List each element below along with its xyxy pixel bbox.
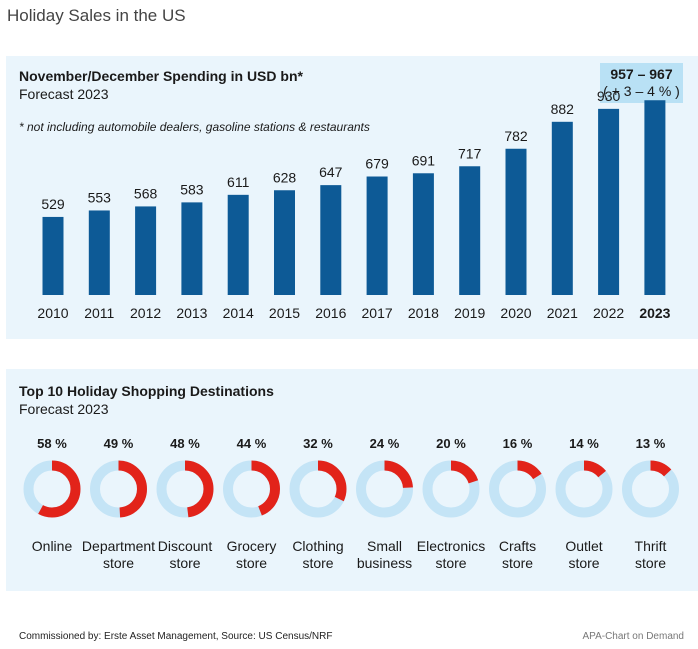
donut-value-label: 14 % <box>569 436 599 451</box>
donut-category-label: store <box>502 555 533 571</box>
bar-value-label: 583 <box>180 181 204 197</box>
donut-segment <box>90 460 147 518</box>
donut-segment <box>356 460 413 518</box>
donut-value-label: 48 % <box>170 436 200 451</box>
x-tick-label: 2015 <box>269 305 300 321</box>
donut-category-label: Thrift <box>635 538 667 554</box>
donut-category-label: Outlet <box>565 538 602 554</box>
x-tick-label: 2013 <box>176 305 207 321</box>
donut-segment <box>422 460 480 518</box>
donut-segment <box>555 460 613 518</box>
donut-category-label: Discount <box>158 538 213 554</box>
donut-category-label: Grocery <box>227 538 277 554</box>
bar-2014 <box>227 194 249 295</box>
donut-category-label: store <box>435 555 466 571</box>
donut-category-label: store <box>236 555 267 571</box>
donut-category-label: store <box>103 555 134 571</box>
bar-value-label: 553 <box>88 189 112 205</box>
bar-2023 <box>644 100 666 295</box>
bar-value-label: 717 <box>458 145 482 161</box>
donut-category-label: Electronics <box>417 538 485 554</box>
chart-credit: APA-Chart on Demand <box>582 631 684 642</box>
donut-category-label: store <box>635 555 666 571</box>
bar-2018 <box>412 173 434 295</box>
x-tick-label: 2011 <box>84 305 114 321</box>
donut-value-label: 13 % <box>636 436 666 451</box>
donut-value-label: 24 % <box>370 436 400 451</box>
donut-value-label: 44 % <box>237 436 267 451</box>
donut-category-label: Crafts <box>499 538 536 554</box>
donut-category-label: store <box>568 555 599 571</box>
donut-value-label: 49 % <box>104 436 134 451</box>
bar-chart-footnote: * not including automobile dealers, gaso… <box>19 120 370 134</box>
bar-2012 <box>135 206 157 295</box>
bar-value-label: 782 <box>504 128 528 144</box>
x-tick-label: 2018 <box>408 305 439 321</box>
x-tick-label: 2012 <box>130 305 161 321</box>
x-tick-label: 2019 <box>454 305 485 321</box>
donut-chart-subtitle: Forecast 2023 <box>19 401 109 417</box>
x-tick-label: 2020 <box>500 305 531 321</box>
bar-value-label: 628 <box>273 169 297 185</box>
page-title: Holiday Sales in the US <box>7 6 186 25</box>
x-tick-label: 2010 <box>37 305 68 321</box>
donut-category-label: store <box>169 555 200 571</box>
donut-value-label: 58 % <box>37 436 67 451</box>
spending-chart-panel: November/December Spending in USD bn* Fo… <box>6 56 698 339</box>
bar-2011 <box>88 210 110 295</box>
bar-2017 <box>366 176 388 295</box>
bar-2016 <box>320 185 342 295</box>
forecast-callout: 957 – 967 ( + 3 – 4 % ) <box>600 63 683 103</box>
donut-chart-title: Top 10 Holiday Shopping Destinations <box>19 383 274 399</box>
donut-segment <box>289 460 347 518</box>
forecast-change: ( + 3 – 4 % ) <box>603 83 680 99</box>
donut-segment <box>223 460 280 518</box>
bar-chart-title: November/December Spending in USD bn* <box>19 68 303 84</box>
bar-2019 <box>459 166 481 295</box>
donut-category-label: store <box>302 555 333 571</box>
donut-category-label: business <box>357 555 412 571</box>
bar-2015 <box>274 190 295 295</box>
donut-value-label: 32 % <box>303 436 333 451</box>
bar-value-label: 611 <box>227 174 250 190</box>
donut-category-label: Small <box>367 538 402 554</box>
donut-category-label: Department <box>82 538 155 554</box>
bar-value-label: 930 <box>597 88 621 104</box>
donut-value-label: 20 % <box>436 436 466 451</box>
bar-2020 <box>505 148 527 295</box>
donut-segment <box>622 460 679 518</box>
donut-segment <box>156 460 214 518</box>
x-tick-label: 2023 <box>639 305 670 321</box>
donut-segment <box>489 460 546 518</box>
donut-category-label: Clothing <box>292 538 343 554</box>
donut-category-label: Online <box>32 538 73 554</box>
bar-value-label: 882 <box>551 101 575 117</box>
bar-value-label: 568 <box>134 185 158 201</box>
x-tick-label: 2014 <box>223 305 254 321</box>
bar-2022 <box>598 108 620 296</box>
donut-segment <box>23 460 81 518</box>
bar-value-label: 529 <box>41 196 65 212</box>
x-tick-label: 2016 <box>315 305 346 321</box>
bar-2013 <box>181 202 203 295</box>
destinations-panel: Top 10 Holiday Shopping Destinations For… <box>6 369 698 591</box>
bar-value-label: 691 <box>412 152 436 168</box>
x-tick-label: 2022 <box>593 305 624 321</box>
bar-value-label: 679 <box>365 156 389 172</box>
forecast-range: 957 – 967 <box>610 66 673 82</box>
bar-2010 <box>42 216 64 295</box>
donut-value-label: 16 % <box>503 436 533 451</box>
bar-value-label: 647 <box>319 164 343 180</box>
bar-chart-subtitle: Forecast 2023 <box>19 86 109 102</box>
bar-2021 <box>551 121 573 296</box>
x-tick-label: 2017 <box>362 305 393 321</box>
source-note: Commissioned by: Erste Asset Management,… <box>19 631 333 642</box>
x-tick-label: 2021 <box>547 305 578 321</box>
